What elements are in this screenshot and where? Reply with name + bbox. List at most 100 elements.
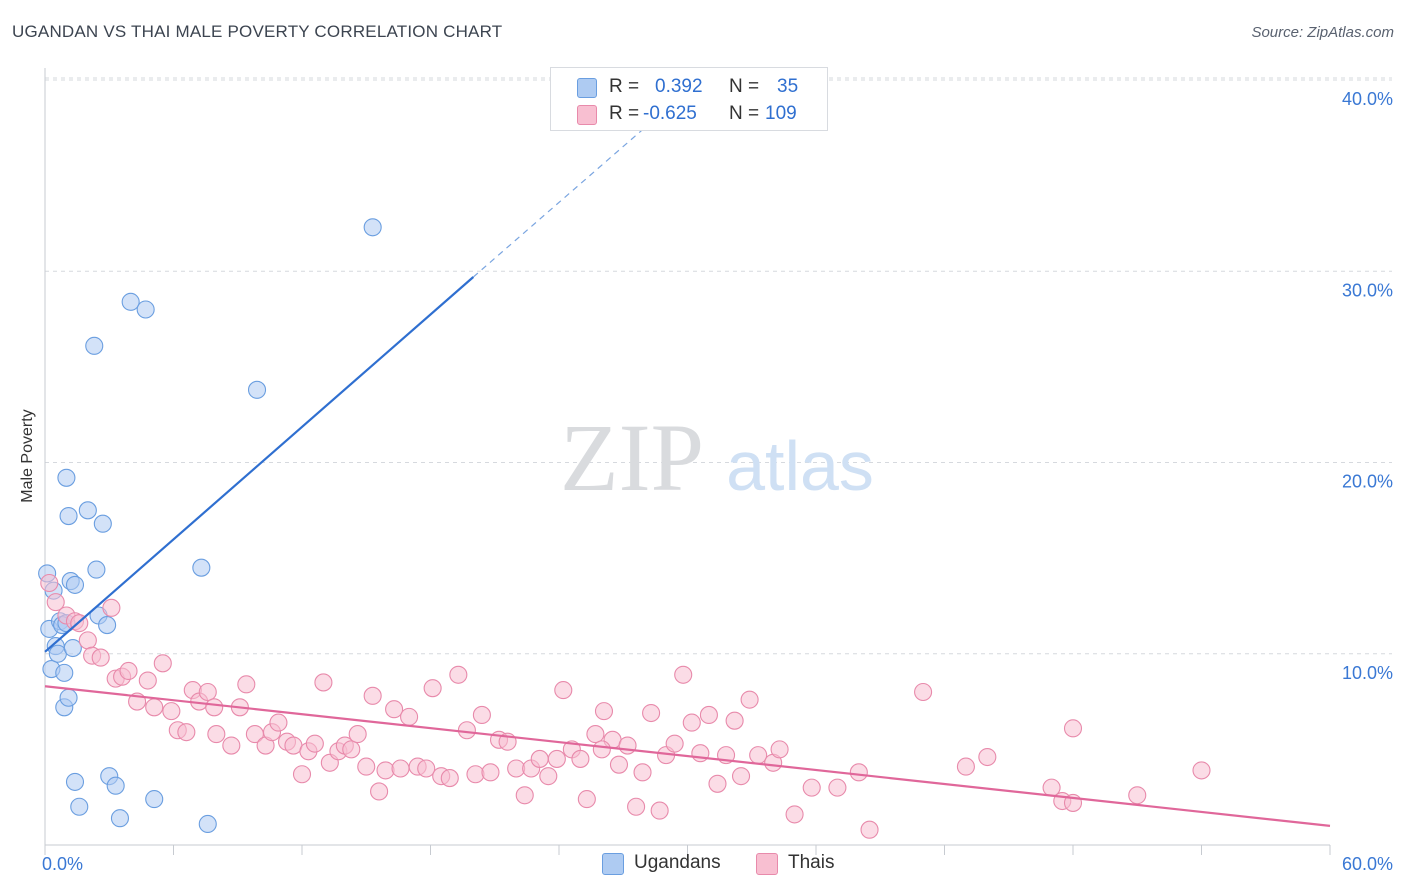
point-thais [978, 747, 997, 767]
point-thais [207, 725, 226, 744]
point-thais [627, 797, 646, 816]
point-ugandans [110, 809, 130, 828]
y-tick-label: 20.0% [1342, 472, 1393, 492]
point-thais [586, 725, 605, 744]
point-ugandans [247, 380, 267, 399]
r-label: R = [609, 76, 640, 97]
point-ugandans [65, 575, 85, 594]
n-value-thais: 109 [765, 103, 797, 124]
r-value-thais: -0.625 [643, 103, 697, 124]
point-thais [731, 767, 751, 786]
point-thais [145, 698, 164, 717]
point-thais [708, 774, 727, 793]
point-ugandans [65, 772, 85, 791]
point-thais [1192, 761, 1211, 780]
point-thais [357, 757, 376, 776]
point-thais [956, 757, 975, 776]
point-ugandans [85, 336, 104, 355]
point-thais [785, 805, 804, 824]
point-thais [674, 665, 693, 684]
point-ugandans [59, 688, 78, 707]
point-thais [665, 734, 684, 753]
point-thais [618, 736, 637, 755]
point-ugandans [145, 790, 164, 809]
legend-label-thais: Thais [788, 852, 835, 873]
point-thais [423, 679, 442, 698]
point-thais [138, 671, 157, 690]
point-ugandans [106, 776, 125, 795]
point-thais [237, 675, 256, 694]
point-ugandans [198, 814, 217, 834]
point-thais [119, 661, 138, 681]
trend-line-thais [44, 685, 1331, 827]
point-ugandans [57, 468, 76, 487]
point-thais [292, 765, 312, 784]
point-thais [642, 703, 661, 723]
point-ugandans [70, 797, 89, 816]
point-thais [162, 702, 181, 721]
point-thais [554, 681, 573, 700]
point-thais [633, 763, 652, 782]
point-thais [348, 725, 367, 744]
point-thais [609, 755, 629, 774]
point-thais [481, 763, 500, 782]
point-ugandans [136, 300, 155, 319]
chart-title: UGANDAN VS THAI MALE POVERTY CORRELATION… [12, 22, 503, 41]
point-thais [449, 665, 468, 684]
axis-layer: 10.0% 20.0% 30.0% 40.0% 0.0% 60.0% [42, 68, 1393, 874]
point-thais [539, 767, 558, 786]
source-label: Source: ZipAtlas.com [1251, 24, 1394, 41]
r-value-ugandans: 0.392 [655, 76, 703, 97]
y-tick-label: 30.0% [1342, 280, 1393, 300]
point-thais [370, 782, 389, 801]
point-thais [530, 749, 549, 768]
legend-swatch-ugandans [602, 853, 624, 875]
point-thais [305, 734, 324, 753]
point-thais [177, 723, 196, 742]
point-thais [78, 631, 97, 650]
point-thais [571, 749, 590, 768]
point-thais [828, 778, 847, 797]
points-layer [38, 218, 1211, 839]
point-thais [417, 759, 436, 778]
trend-line-ugandans-extension [472, 127, 646, 278]
stats-box: R = 0.392 N = 35 R = -0.625 N = 109 [550, 67, 828, 131]
trend-layer [44, 127, 1331, 827]
point-ugandans [121, 292, 140, 311]
watermark-zip: ZIP [560, 404, 704, 511]
point-thais [740, 690, 759, 709]
n-label: N = [729, 103, 760, 124]
stats-swatch-thais [577, 105, 597, 125]
watermark-atlas: atlas [726, 427, 874, 505]
x-tick-label: 60.0% [1342, 854, 1393, 874]
point-thais [198, 682, 217, 702]
y-tick-label: 40.0% [1342, 89, 1393, 109]
stats-row-thais: R = -0.625 N = 109 [551, 101, 827, 127]
point-thais [547, 749, 566, 768]
stats-swatch-ugandans [577, 78, 597, 98]
point-thais [860, 820, 879, 839]
point-ugandans [87, 560, 106, 579]
legend: Ugandans Thais [0, 850, 1406, 878]
point-thais [222, 736, 241, 755]
point-thais [400, 707, 419, 726]
point-thais [391, 759, 410, 778]
point-ugandans [192, 558, 211, 577]
point-thais [650, 801, 669, 820]
point-thais [342, 740, 361, 759]
point-thais [1128, 786, 1147, 805]
legend-label-ugandans: Ugandans [634, 852, 721, 873]
legend-swatch-thais [756, 853, 778, 875]
point-thais [91, 648, 110, 667]
point-thais [914, 682, 933, 702]
point-thais [363, 686, 382, 705]
point-thais [749, 746, 768, 765]
point-thais [594, 702, 614, 721]
point-thais [577, 790, 596, 809]
point-thais [205, 698, 224, 717]
point-ugandans [55, 663, 74, 682]
point-thais [440, 769, 459, 788]
trend-line-ugandans [44, 276, 475, 653]
stats-row-ugandans: R = 0.392 N = 35 [551, 74, 827, 100]
